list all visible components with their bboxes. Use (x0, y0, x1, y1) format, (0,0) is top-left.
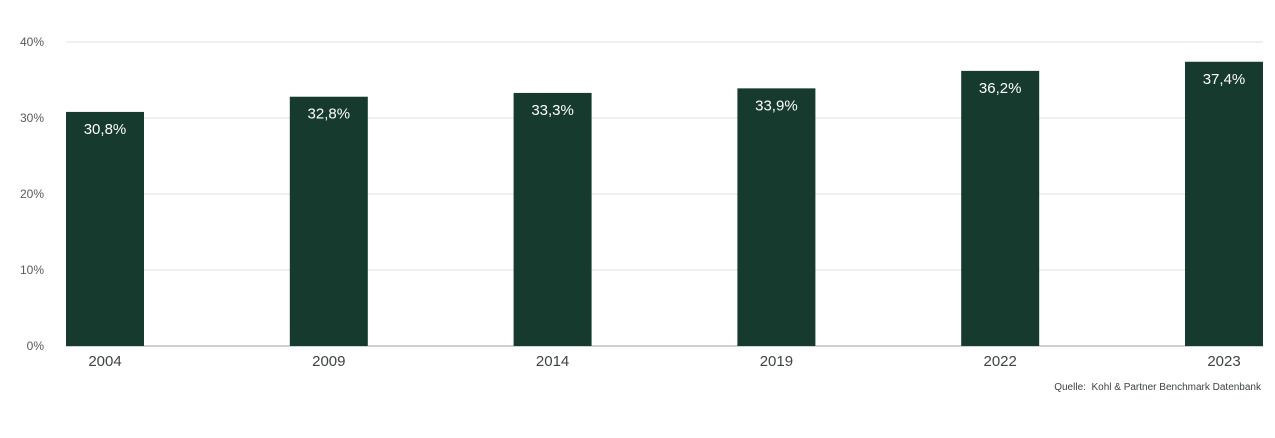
x-axis: 2004 2009 2014 2019 2022 2023 (88, 353, 1240, 370)
y-tick-label: 0% (27, 339, 45, 353)
y-tick-label: 40% (20, 35, 44, 49)
data-label: 30,8% (84, 121, 127, 138)
bar (513, 92, 592, 346)
data-labels: 30,8% 32,8% 33,3% 33,9% 36,2% 37,4% (84, 71, 1246, 138)
bar (1185, 61, 1263, 346)
x-tick-label: 2023 (1207, 353, 1240, 370)
data-label: 36,2% (979, 80, 1022, 97)
x-tick-label: 2022 (984, 353, 1017, 370)
bar (289, 96, 368, 346)
x-tick-label: 2004 (88, 353, 121, 370)
y-axis: 0% 10% 20% 30% 40% (20, 35, 44, 353)
data-label: 32,8% (308, 106, 351, 123)
bars (66, 61, 1263, 347)
bar (66, 111, 144, 346)
x-tick-label: 2009 (312, 353, 345, 370)
data-label: 33,3% (531, 102, 574, 119)
bar (961, 70, 1040, 346)
bar (737, 88, 816, 347)
y-tick-label: 20% (20, 187, 44, 201)
x-tick-label: 2019 (760, 353, 793, 370)
y-tick-label: 10% (20, 263, 44, 277)
x-tick-label: 2014 (536, 353, 569, 370)
gridlines (66, 41, 1263, 347)
data-label: 33,9% (755, 97, 798, 114)
source-note: Quelle: Kohl & Partner Benchmark Datenba… (1054, 382, 1261, 393)
y-tick-label: 30% (20, 111, 44, 125)
data-label: 37,4% (1203, 71, 1246, 88)
